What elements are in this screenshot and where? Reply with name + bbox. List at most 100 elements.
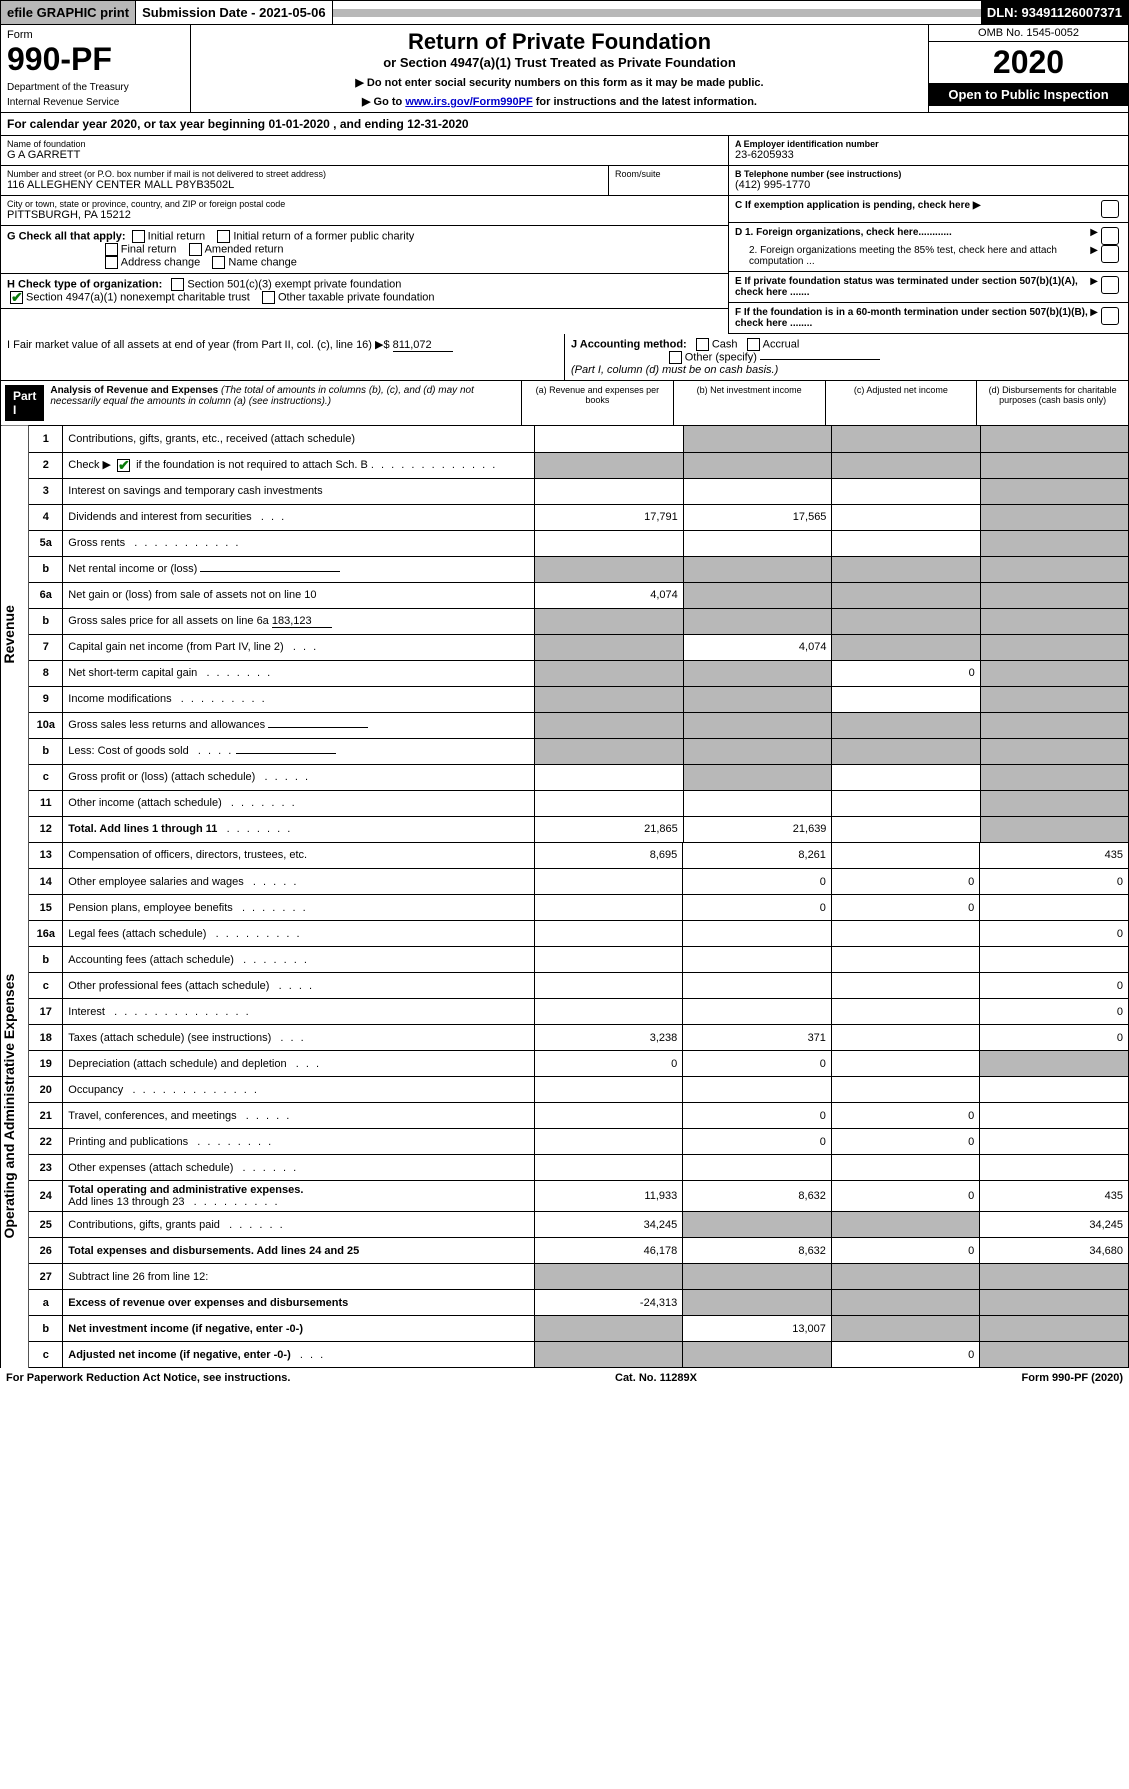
form-header: Form 990-PF Department of the Treasury I…: [0, 25, 1129, 113]
row-14: 14Other employee salaries and wages . . …: [29, 869, 1129, 895]
cb-schb[interactable]: [117, 459, 130, 472]
cb-4947[interactable]: [10, 291, 23, 304]
col-d-head: (d) Disbursements for charitable purpose…: [976, 381, 1128, 425]
row-24: 24Total operating and administrative exp…: [29, 1181, 1129, 1212]
calendar-year-row: For calendar year 2020, or tax year begi…: [0, 113, 1129, 136]
cb-d1[interactable]: [1101, 227, 1119, 245]
row-25: 25Contributions, gifts, grants paid . . …: [29, 1212, 1129, 1238]
row-5b: bNet rental income or (loss): [29, 556, 1129, 582]
revenue-section: Revenue 1Contributions, gifts, grants, e…: [0, 426, 1129, 843]
expenses-side-label: Operating and Administrative Expenses: [1, 843, 28, 1369]
form-number: 990-PF: [7, 41, 184, 78]
footer-mid: Cat. No. 11289X: [615, 1372, 697, 1384]
cb-other-tax[interactable]: [262, 291, 275, 304]
row-18: 18Taxes (attach schedule) (see instructi…: [29, 1025, 1129, 1051]
header-center: Return of Private Foundation or Section …: [191, 25, 928, 112]
form-word: Form: [7, 29, 184, 41]
info-left: Name of foundation G A GARRETT Number an…: [1, 136, 728, 334]
section-e: E If private foundation status was termi…: [729, 272, 1128, 303]
row-21: 21Travel, conferences, and meetings . . …: [29, 1103, 1129, 1129]
footer-left: For Paperwork Reduction Act Notice, see …: [6, 1372, 290, 1384]
row-16b: bAccounting fees (attach schedule) . . .…: [29, 947, 1129, 973]
row-16c: cOther professional fees (attach schedul…: [29, 973, 1129, 999]
info-right: A Employer identification number 23-6205…: [728, 136, 1128, 334]
row-27b: bNet investment income (if negative, ent…: [29, 1316, 1129, 1342]
col-c-head: (c) Adjusted net income: [825, 381, 977, 425]
tax-year: 2020: [929, 42, 1128, 83]
row-22: 22Printing and publications . . . . . . …: [29, 1129, 1129, 1155]
row-10c: cGross profit or (loss) (attach schedule…: [29, 764, 1129, 790]
footer-right: Form 990-PF (2020): [1022, 1372, 1123, 1384]
irs-link[interactable]: www.irs.gov/Form990PF: [405, 96, 532, 108]
address-cell: Number and street (or P.O. box number if…: [1, 166, 608, 196]
part1-label: Part I: [5, 385, 44, 421]
cb-e[interactable]: [1101, 276, 1119, 294]
city-cell: City or town, state or province, country…: [1, 196, 728, 226]
part1-desc: Part I Analysis of Revenue and Expenses …: [1, 381, 521, 425]
row-27a: aExcess of revenue over expenses and dis…: [29, 1290, 1129, 1316]
revenue-table: 1Contributions, gifts, grants, etc., rec…: [28, 426, 1129, 843]
row-10a: 10aGross sales less returns and allowanc…: [29, 712, 1129, 738]
section-h: H Check type of organization: Section 50…: [1, 274, 728, 309]
dln: DLN: 93491126007371: [981, 1, 1128, 24]
section-d: D 1. Foreign organizations, check here..…: [729, 223, 1128, 272]
row-2: 2Check ▶ if the foundation is not requir…: [29, 452, 1129, 478]
instruction-1: ▶ Do not enter social security numbers o…: [201, 76, 918, 89]
cb-c[interactable]: [1101, 200, 1119, 218]
row-13: 13Compensation of officers, directors, t…: [29, 843, 1129, 869]
row-19: 19Depreciation (attach schedule) and dep…: [29, 1051, 1129, 1077]
cb-other-method[interactable]: [669, 351, 682, 364]
page-footer: For Paperwork Reduction Act Notice, see …: [0, 1368, 1129, 1388]
header-right: OMB No. 1545-0052 2020 Open to Public In…: [928, 25, 1128, 112]
cb-initial-former[interactable]: [217, 230, 230, 243]
row-12: 12Total. Add lines 1 through 11 . . . . …: [29, 816, 1129, 842]
section-j: J Accounting method: Cash Accrual Other …: [565, 334, 1128, 380]
cb-initial[interactable]: [132, 230, 145, 243]
omb-number: OMB No. 1545-0052: [929, 25, 1128, 42]
cb-name-change[interactable]: [212, 256, 225, 269]
ein-cell: A Employer identification number 23-6205…: [729, 136, 1128, 166]
row-17: 17Interest . . . . . . . . . . . . . .0: [29, 999, 1129, 1025]
foundation-name-cell: Name of foundation G A GARRETT: [1, 136, 728, 166]
row-11: 11Other income (attach schedule) . . . .…: [29, 790, 1129, 816]
row-15: 15Pension plans, employee benefits . . .…: [29, 895, 1129, 921]
row-27: 27Subtract line 26 from line 12:: [29, 1264, 1129, 1290]
row-27c: cAdjusted net income (if negative, enter…: [29, 1342, 1129, 1368]
section-f: F If the foundation is in a 60-month ter…: [729, 303, 1128, 334]
cb-amended[interactable]: [189, 243, 202, 256]
cb-f[interactable]: [1101, 307, 1119, 325]
row-3: 3Interest on savings and temporary cash …: [29, 478, 1129, 504]
row-1: 1Contributions, gifts, grants, etc., rec…: [29, 426, 1129, 452]
row-4: 4Dividends and interest from securities …: [29, 504, 1129, 530]
part1-header-row: Part I Analysis of Revenue and Expenses …: [0, 381, 1129, 426]
cb-final[interactable]: [105, 243, 118, 256]
row-7: 7Capital gain net income (from Part IV, …: [29, 634, 1129, 660]
section-g: G Check all that apply: Initial return I…: [1, 226, 728, 274]
section-c: C If exemption application is pending, c…: [729, 196, 1128, 223]
spacer: [333, 9, 981, 17]
cb-d2[interactable]: [1101, 245, 1119, 263]
expenses-table: 13Compensation of officers, directors, t…: [28, 843, 1129, 1369]
instruction-2: ▶ Go to www.irs.gov/Form990PF for instru…: [201, 95, 918, 108]
form-title: Return of Private Foundation: [201, 29, 918, 55]
col-a-head: (a) Revenue and expenses per books: [521, 381, 673, 425]
row-23: 23Other expenses (attach schedule) . . .…: [29, 1155, 1129, 1181]
revenue-side-label: Revenue: [1, 426, 28, 843]
cb-cash[interactable]: [696, 338, 709, 351]
efile-label: efile GRAPHIC print: [1, 1, 136, 24]
submission-date: Submission Date - 2021-05-06: [136, 1, 333, 24]
top-bar: efile GRAPHIC print Submission Date - 20…: [0, 0, 1129, 25]
room-cell: Room/suite: [608, 166, 728, 196]
row-6a: 6aNet gain or (loss) from sale of assets…: [29, 582, 1129, 608]
row-20: 20Occupancy . . . . . . . . . . . . .: [29, 1077, 1129, 1103]
form-subtitle: or Section 4947(a)(1) Trust Treated as P…: [201, 55, 918, 70]
row-10b: bLess: Cost of goods sold . . . .: [29, 738, 1129, 764]
cb-addr-change[interactable]: [105, 256, 118, 269]
cb-accrual[interactable]: [747, 338, 760, 351]
row-6b: bGross sales price for all assets on lin…: [29, 608, 1129, 634]
row-9: 9Income modifications . . . . . . . . .: [29, 686, 1129, 712]
row-5a: 5aGross rents . . . . . . . . . . .: [29, 530, 1129, 556]
fmv-value: 811,072: [393, 339, 453, 352]
cb-501c3[interactable]: [171, 278, 184, 291]
dept-irs: Internal Revenue Service: [7, 97, 184, 108]
